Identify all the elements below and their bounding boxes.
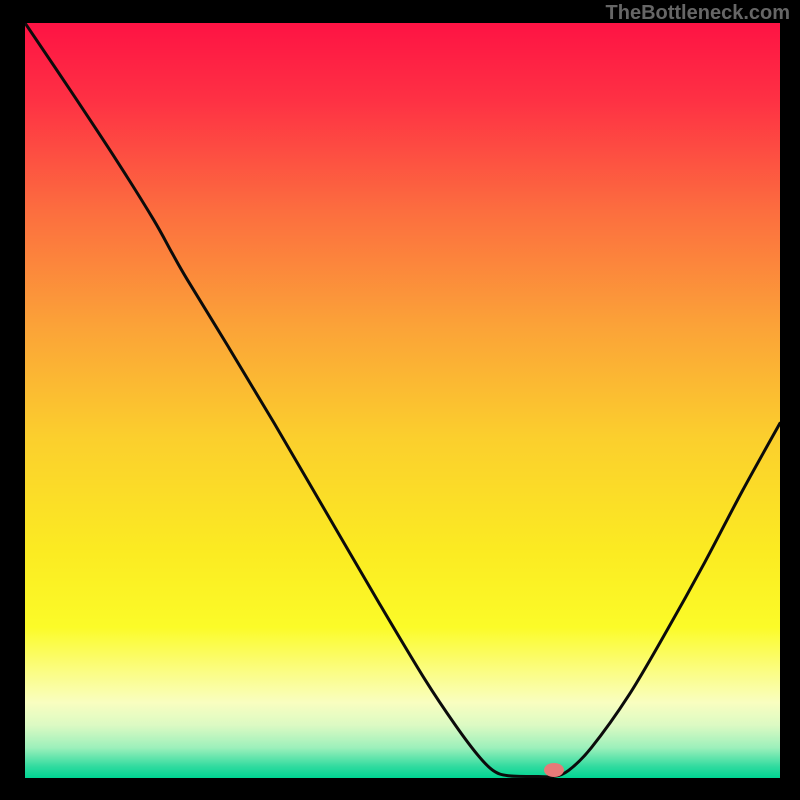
watermark-text: TheBottleneck.com xyxy=(606,2,790,25)
chart-frame: TheBottleneck.com xyxy=(0,0,800,800)
bottleneck-curve xyxy=(25,23,780,778)
plot-area xyxy=(25,23,780,778)
